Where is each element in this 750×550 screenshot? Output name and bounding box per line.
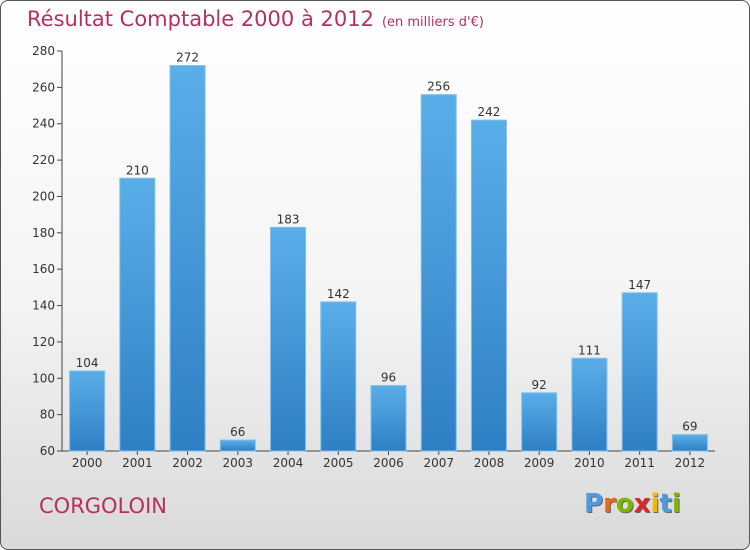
value-label-2009: 92 bbox=[532, 378, 547, 392]
y-tick-label: 120 bbox=[32, 335, 55, 349]
x-tick-label-2012: 2012 bbox=[675, 456, 706, 470]
bar-2006 bbox=[370, 385, 407, 452]
x-tick-label-2001: 2001 bbox=[122, 456, 153, 470]
bar-2011 bbox=[621, 292, 658, 452]
value-label-2000: 104 bbox=[76, 356, 99, 370]
y-tick-label: 60 bbox=[40, 444, 55, 458]
y-tick-label: 220 bbox=[32, 153, 55, 167]
x-tick-label-2008: 2008 bbox=[474, 456, 505, 470]
bar-2000 bbox=[69, 370, 106, 452]
logo-letter: x bbox=[633, 489, 651, 519]
y-tick-label: 80 bbox=[40, 408, 55, 422]
logo-letter: i bbox=[671, 489, 681, 519]
bar-2009 bbox=[521, 392, 558, 452]
y-tick-label: 200 bbox=[32, 189, 55, 203]
bar-2012 bbox=[671, 434, 708, 452]
logo-letter: o bbox=[615, 489, 634, 519]
logo-letter: i bbox=[650, 489, 660, 519]
y-tick-label: 260 bbox=[32, 80, 55, 94]
bar-2005 bbox=[320, 301, 357, 452]
value-label-2008: 242 bbox=[478, 105, 501, 119]
value-label-2010: 111 bbox=[578, 343, 601, 357]
x-tick-label-2011: 2011 bbox=[624, 456, 655, 470]
bar-2004 bbox=[270, 226, 307, 452]
bar-2010 bbox=[571, 357, 608, 452]
x-tick-label-2003: 2003 bbox=[223, 456, 254, 470]
chart-title-text: Résultat Comptable 2000 à 2012 bbox=[27, 7, 374, 31]
commune-name: CORGOLOIN bbox=[39, 494, 167, 518]
bar-2002 bbox=[169, 65, 206, 452]
y-tick-label: 280 bbox=[32, 44, 55, 58]
x-tick-label-2004: 2004 bbox=[273, 456, 304, 470]
y-tick-label: 240 bbox=[32, 117, 55, 131]
value-label-2002: 272 bbox=[176, 51, 199, 65]
value-label-2011: 147 bbox=[628, 278, 651, 292]
bar-2007 bbox=[420, 94, 457, 452]
x-tick-label-2009: 2009 bbox=[524, 456, 555, 470]
value-label-2005: 142 bbox=[327, 287, 350, 301]
y-tick-label: 180 bbox=[32, 226, 55, 240]
proxiti-logo: Proxiti bbox=[584, 489, 681, 519]
x-tick-label-2010: 2010 bbox=[574, 456, 605, 470]
y-tick-label: 100 bbox=[32, 371, 55, 385]
y-tick-label: 140 bbox=[32, 299, 55, 313]
value-label-2003: 66 bbox=[230, 425, 245, 439]
bar-2008 bbox=[470, 119, 507, 452]
y-tick-label: 160 bbox=[32, 262, 55, 276]
logo-letter: P bbox=[584, 489, 604, 519]
bar-2001 bbox=[119, 177, 156, 452]
value-label-2012: 69 bbox=[682, 420, 697, 434]
x-tick-label-2000: 2000 bbox=[72, 456, 103, 470]
value-label-2006: 96 bbox=[381, 371, 396, 385]
chart-subtitle: (en milliers d'€) bbox=[381, 15, 484, 30]
x-tick-label-2007: 2007 bbox=[423, 456, 454, 470]
logo-letter: t bbox=[659, 489, 672, 519]
x-tick-label-2005: 2005 bbox=[323, 456, 354, 470]
logo-letter: r bbox=[603, 489, 616, 519]
x-tick-label-2002: 2002 bbox=[172, 456, 203, 470]
bar-2003 bbox=[219, 439, 256, 452]
value-label-2004: 183 bbox=[277, 212, 300, 226]
chart-title: Résultat Comptable 2000 à 2012 (en millie… bbox=[27, 7, 484, 31]
value-label-2007: 256 bbox=[427, 80, 450, 94]
x-tick-label-2006: 2006 bbox=[373, 456, 404, 470]
value-label-2001: 210 bbox=[126, 163, 149, 177]
